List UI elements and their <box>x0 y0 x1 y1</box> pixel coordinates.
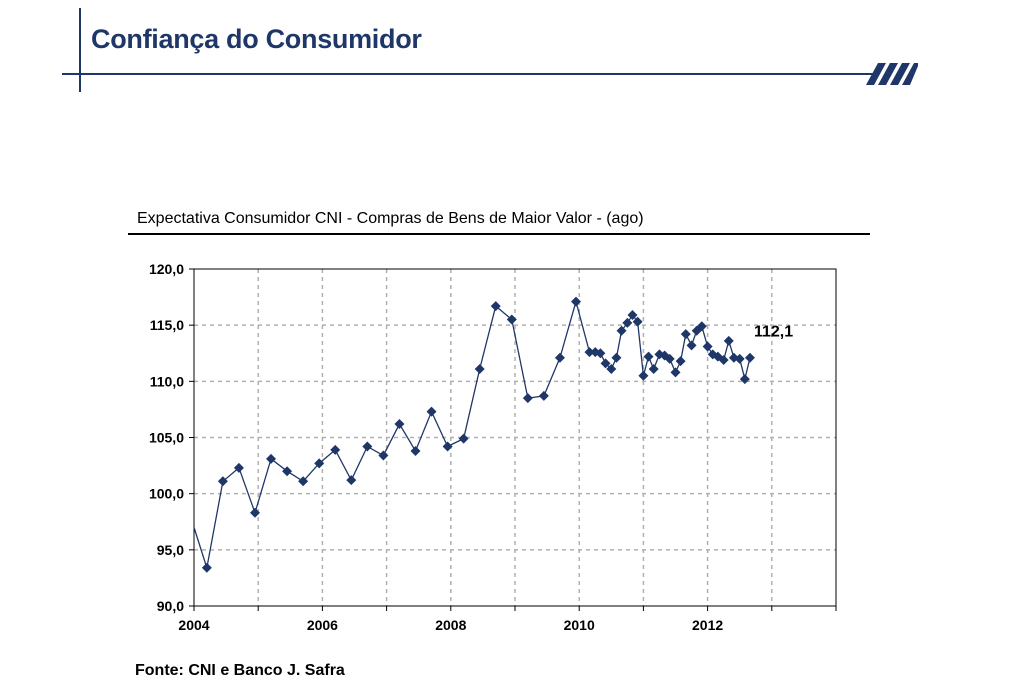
data-point-marker <box>554 352 565 363</box>
data-point-marker <box>314 458 325 469</box>
data-point-marker <box>538 390 549 401</box>
data-point-marker <box>570 296 581 307</box>
data-point-marker <box>426 406 437 417</box>
data-point-marker <box>346 475 357 486</box>
data-point-marker <box>442 441 453 452</box>
y-tick-label: 95,0 <box>157 542 184 558</box>
y-tick-label: 110,0 <box>150 373 184 389</box>
grid-layer <box>194 269 836 606</box>
data-point-marker <box>627 310 638 321</box>
data-point-marker <box>638 370 649 381</box>
data-point-marker <box>643 351 654 362</box>
header-horizontal-rule <box>62 73 877 75</box>
data-point-marker <box>606 363 617 374</box>
data-point-marker <box>600 358 611 369</box>
axis-layer: 120,0 115,0 110,0 105,0 100,0 95,0 90,0 2004 200… <box>149 261 837 633</box>
data-point-marker <box>670 367 681 378</box>
chart-title-rule <box>128 233 870 235</box>
data-point-marker <box>330 444 341 455</box>
data-point-marker <box>734 353 745 364</box>
data-point-marker <box>664 353 675 364</box>
data-point-marker <box>595 348 606 359</box>
data-point-marker <box>696 321 707 332</box>
data-point-marker <box>410 445 421 456</box>
data-point-marker <box>718 354 729 365</box>
data-point-marker <box>616 325 627 336</box>
data-point-marker <box>675 356 686 367</box>
data-point-marker <box>611 352 622 363</box>
source-note: Fonte: CNI e Banco J. Safra <box>135 662 345 679</box>
x-tick-label: 2010 <box>564 617 595 633</box>
data-point-marker <box>282 466 293 477</box>
data-point-marker <box>249 507 260 518</box>
x-tick-label: 2008 <box>435 617 466 633</box>
data-point-marker <box>474 363 485 374</box>
y-tick-label: 105,0 <box>149 430 184 446</box>
chart-title: Expectativa Consumidor CNI - Compras de … <box>137 210 644 227</box>
y-tick-label: 100,0 <box>149 486 184 502</box>
safra-stripes-logo <box>866 63 918 85</box>
page-title: Confiança do Consumidor <box>91 24 422 54</box>
data-point-marker <box>680 329 691 340</box>
data-point-marker <box>744 352 755 363</box>
data-point-marker <box>584 347 595 358</box>
data-point-marker <box>648 363 659 374</box>
data-point-marker <box>394 419 405 430</box>
data-point-marker <box>632 316 643 327</box>
data-point-marker <box>362 441 373 452</box>
data-point-marker <box>378 450 389 461</box>
data-point-marker <box>217 476 228 487</box>
y-tick-label: 120,0 <box>149 261 184 277</box>
last-value-annotation: 112,1 <box>754 324 793 341</box>
y-tick-label: 90,0 <box>157 598 184 614</box>
x-tick-label: 2006 <box>307 617 338 633</box>
data-point-marker <box>490 301 501 312</box>
x-tick-label: 2012 <box>692 617 723 633</box>
header-vertical-rule <box>79 8 81 92</box>
series-layer <box>193 296 755 573</box>
data-point-marker <box>233 462 244 473</box>
data-point-marker <box>686 340 697 351</box>
data-point-marker <box>458 433 469 444</box>
data-point-marker <box>702 341 713 352</box>
data-point-marker <box>201 562 212 573</box>
series-line <box>193 299 751 569</box>
data-point-marker <box>522 393 533 404</box>
data-point-marker <box>266 453 277 464</box>
y-tick-label: 115,0 <box>150 317 184 333</box>
data-point-marker <box>723 335 734 346</box>
x-tick-label: 2004 <box>178 617 209 633</box>
data-point-marker <box>739 374 750 385</box>
data-point-marker <box>622 317 633 328</box>
data-point-marker <box>506 314 517 325</box>
data-point-marker <box>298 476 309 487</box>
